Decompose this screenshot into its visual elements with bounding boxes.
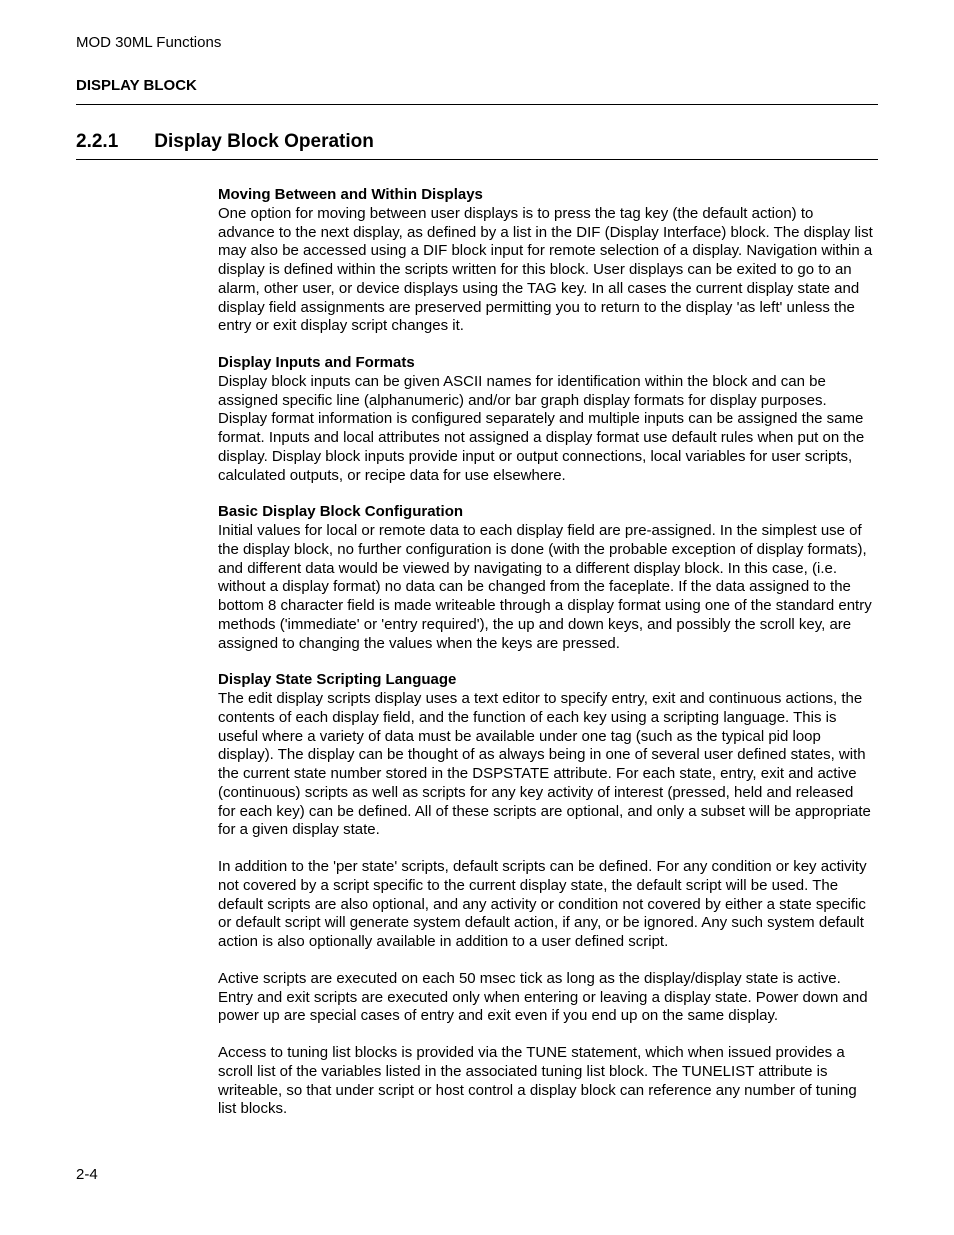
para-heading: Display Inputs and Formats (218, 354, 874, 373)
para-body: The edit display scripts display uses a … (218, 690, 874, 840)
para-body: Access to tuning list blocks is provided… (218, 1044, 874, 1119)
page-number: 2-4 (76, 1166, 98, 1183)
para-heading: Display State Scripting Language (218, 671, 874, 690)
para-heading: Basic Display Block Configuration (218, 503, 874, 522)
section-number: 2.2.1 (76, 131, 118, 153)
section-rule (76, 159, 878, 160)
running-header: MOD 30ML Functions (76, 34, 878, 51)
para-body: Active scripts are executed on each 50 m… (218, 970, 874, 1026)
para-body: Initial values for local or remote data … (218, 522, 874, 653)
para-body: In addition to the 'per state' scripts, … (218, 858, 874, 952)
section-label: DISPLAY BLOCK (76, 77, 878, 94)
content-area: Moving Between and Within Displays One o… (76, 186, 878, 1119)
header-rule (76, 104, 878, 105)
section-heading-row: 2.2.1 Display Block Operation (76, 131, 878, 153)
para-body: One option for moving between user displ… (218, 205, 874, 336)
para-body: Display block inputs can be given ASCII … (218, 373, 874, 486)
section-title: Display Block Operation (154, 131, 374, 153)
para-heading: Moving Between and Within Displays (218, 186, 874, 205)
